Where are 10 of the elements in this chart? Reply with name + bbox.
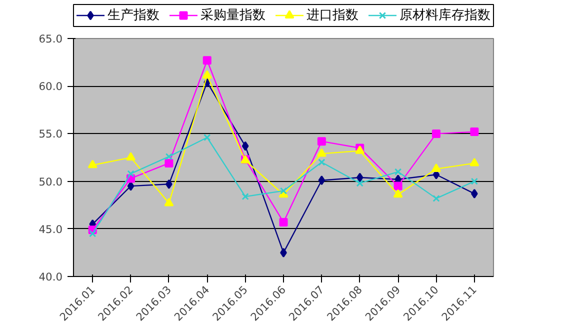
y-tick-label: 45.0 <box>38 222 63 236</box>
y-tick-label: 55.0 <box>38 128 63 141</box>
legend-label: 原材料库存指数 <box>400 8 490 23</box>
y-tick-label: 50.0 <box>38 175 63 188</box>
legend-label: 进口指数 <box>306 8 358 23</box>
y-tick-label: 40.0 <box>38 270 63 284</box>
legend-label: 采购量指数 <box>200 8 266 23</box>
legend-label: 生产指数 <box>108 8 160 23</box>
y-tick-label: 65.0 <box>38 32 63 46</box>
y-tick-label: 60.0 <box>38 80 63 94</box>
